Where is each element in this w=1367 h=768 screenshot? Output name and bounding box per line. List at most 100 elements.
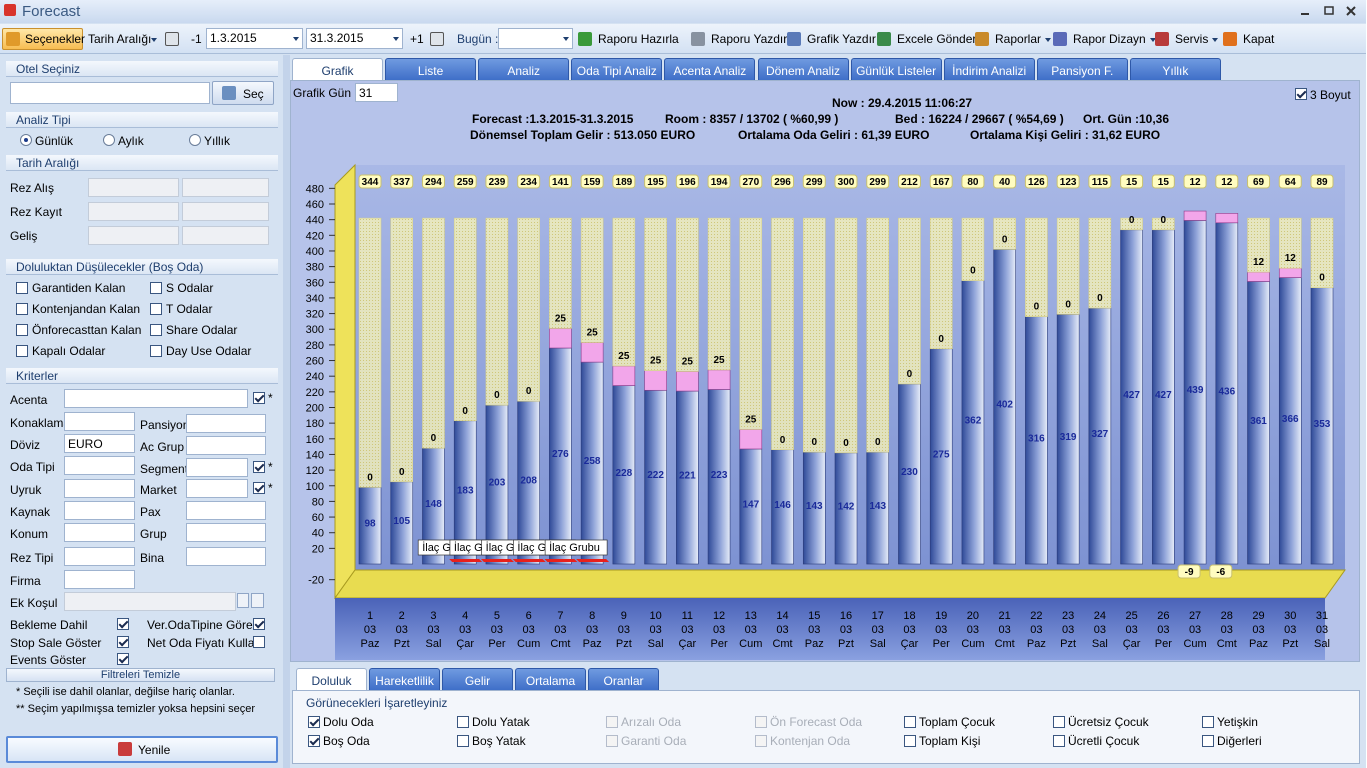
- field-input[interactable]: [186, 501, 266, 520]
- field-input[interactable]: EURO: [64, 434, 135, 453]
- tab[interactable]: İndirim Analizi: [943, 58, 1035, 80]
- checkbox[interactable]: [16, 282, 28, 294]
- visible-option[interactable]: Toplam Çocuk: [919, 715, 996, 729]
- toolbar-button[interactable]: Grafik Yazdır: [807, 32, 876, 46]
- today-combo[interactable]: [498, 28, 573, 49]
- tab[interactable]: Günlük Listeler: [850, 58, 942, 80]
- checkbox[interactable]: [904, 716, 916, 728]
- visible-option[interactable]: Diğerleri: [1217, 734, 1262, 748]
- field-input[interactable]: [64, 523, 135, 542]
- toolbar-button[interactable]: Rapor Dizayn: [1073, 32, 1146, 46]
- calendar-icon[interactable]: [165, 32, 179, 46]
- field-input[interactable]: [64, 501, 135, 520]
- next-day[interactable]: +1: [410, 32, 424, 46]
- tab[interactable]: Gelir: [442, 668, 513, 690]
- checkbox[interactable]: [16, 324, 28, 336]
- tab[interactable]: Ortalama: [515, 668, 586, 690]
- toolbar-button[interactable]: Raporlar: [995, 32, 1042, 46]
- checkbox[interactable]: [253, 636, 265, 648]
- toolbar-button[interactable]: Raporu Yazdır: [711, 32, 788, 46]
- visible-option[interactable]: Dolu Yatak: [472, 715, 530, 729]
- tab[interactable]: Oranlar: [588, 668, 659, 690]
- checkbox[interactable]: [904, 735, 916, 747]
- end-date[interactable]: 31.3.2015: [306, 28, 403, 49]
- field-input[interactable]: [186, 414, 266, 433]
- field-input[interactable]: [64, 592, 236, 611]
- checkbox[interactable]: [308, 716, 320, 728]
- tab[interactable]: Oda Tipi Analiz: [571, 58, 663, 80]
- tab[interactable]: Liste: [385, 58, 477, 80]
- hotel-input[interactable]: [10, 82, 210, 104]
- tab[interactable]: Acenta Analiz: [664, 58, 756, 80]
- refresh-label[interactable]: Yenile: [138, 743, 171, 757]
- tab[interactable]: Pansiyon F.: [1036, 58, 1128, 80]
- toolbar-button[interactable]: Raporu Hazırla: [598, 32, 679, 46]
- tab[interactable]: Yıllık: [1129, 58, 1221, 80]
- checkbox[interactable]: [457, 716, 469, 728]
- checkbox[interactable]: [1053, 735, 1065, 747]
- checkbox[interactable]: [253, 482, 265, 494]
- date-range-label[interactable]: Tarih Aralığı: [88, 32, 152, 46]
- clear-filters[interactable]: Filtreleri Temizle: [6, 668, 275, 682]
- checkbox[interactable]: [16, 345, 28, 357]
- refresh-button[interactable]: [6, 736, 278, 763]
- tab[interactable]: Analiz: [478, 58, 570, 80]
- calendar-icon[interactable]: [430, 32, 444, 46]
- toolbar-button[interactable]: Servis: [1175, 32, 1209, 46]
- toolbar-button[interactable]: Kapat: [1243, 32, 1275, 46]
- visible-option[interactable]: Boş Yatak: [472, 734, 526, 748]
- add-button[interactable]: [251, 593, 264, 608]
- splitter[interactable]: [283, 55, 290, 768]
- checkbox[interactable]: [16, 303, 28, 315]
- days-input[interactable]: 31: [355, 83, 398, 102]
- field-input[interactable]: [186, 547, 266, 566]
- checkbox[interactable]: [1202, 735, 1214, 747]
- checkbox[interactable]: [150, 345, 162, 357]
- checkbox[interactable]: [253, 461, 265, 473]
- checkbox[interactable]: [150, 324, 162, 336]
- checkbox[interactable]: [253, 618, 265, 630]
- visible-option[interactable]: Toplam Kişi: [919, 734, 981, 748]
- toolbar-button[interactable]: Excele Gönder: [897, 32, 977, 46]
- start-date[interactable]: 1.3.2015: [206, 28, 303, 49]
- checkbox[interactable]: [117, 636, 129, 648]
- radio[interactable]: [103, 134, 115, 146]
- field-input[interactable]: [64, 412, 135, 431]
- visible-option[interactable]: Yetişkin: [1217, 715, 1258, 729]
- field-input[interactable]: [64, 479, 135, 498]
- radio[interactable]: [20, 134, 32, 146]
- field-input[interactable]: [64, 547, 135, 566]
- checkbox[interactable]: [117, 653, 129, 665]
- window-controls[interactable]: [1295, 4, 1361, 18]
- options-label[interactable]: Seçenekler: [25, 32, 86, 46]
- checkbox[interactable]: [253, 392, 265, 404]
- ellipsis-button[interactable]: [237, 593, 249, 608]
- tab[interactable]: Hareketlilik: [369, 668, 440, 690]
- checkbox[interactable]: [1053, 716, 1065, 728]
- field-input[interactable]: [64, 570, 135, 589]
- field-input[interactable]: [186, 479, 248, 498]
- radio[interactable]: [189, 134, 201, 146]
- checkbox[interactable]: [117, 618, 129, 630]
- select-label[interactable]: Seç: [243, 87, 264, 101]
- field-input[interactable]: [64, 389, 248, 408]
- field-input[interactable]: [186, 458, 248, 477]
- checkbox[interactable]: [1295, 88, 1307, 100]
- options-button[interactable]: [2, 28, 83, 50]
- visible-option[interactable]: Dolu Oda: [323, 715, 374, 729]
- field-input[interactable]: [186, 436, 266, 455]
- visible-option[interactable]: Ücretli Çocuk: [1068, 734, 1140, 748]
- visible-option[interactable]: Ücretsiz Çocuk: [1068, 715, 1149, 729]
- checkbox[interactable]: [1202, 716, 1214, 728]
- checkbox[interactable]: [457, 735, 469, 747]
- tab[interactable]: Doluluk: [296, 668, 367, 690]
- checkbox[interactable]: [150, 303, 162, 315]
- field-input[interactable]: [186, 523, 266, 542]
- prev-day[interactable]: -1: [191, 32, 202, 46]
- field-input[interactable]: [64, 456, 135, 475]
- checkbox[interactable]: [308, 735, 320, 747]
- tab[interactable]: Grafik: [292, 58, 383, 80]
- visible-option[interactable]: Boş Oda: [323, 734, 370, 748]
- tab[interactable]: Dönem Analiz: [757, 58, 849, 80]
- checkbox[interactable]: [150, 282, 162, 294]
